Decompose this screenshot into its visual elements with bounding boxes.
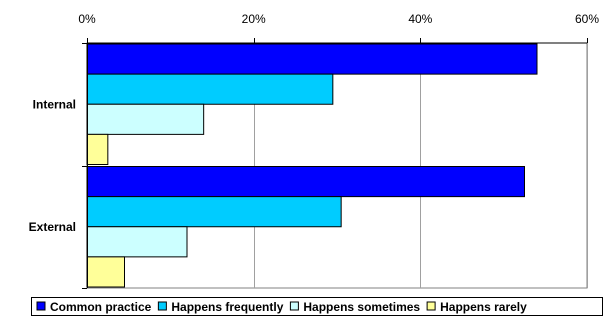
legend: Common practice Happens frequently Happens… <box>31 297 603 316</box>
legend-swatch-happens-sometimes <box>289 301 299 311</box>
legend-label-happens-rarely: Happens rarely <box>440 300 527 314</box>
x-tick-label-3: 60% <box>575 12 599 26</box>
category-labels: Internal External <box>29 97 76 234</box>
bar-external-happens-sometimes <box>86 226 188 258</box>
x-tick-label-1: 20% <box>242 12 266 26</box>
category-label-internal: Internal <box>33 97 76 111</box>
bars <box>86 43 538 288</box>
legend-label-happens-sometimes: Happens sometimes <box>303 300 420 314</box>
legend-label-common-practice: Common practice <box>50 300 152 314</box>
bar-internal-happens-rarely <box>86 133 109 165</box>
legend-swatch-happens-rarely <box>426 301 436 311</box>
category-label-external: External <box>29 220 76 234</box>
legend-label-happens-frequently: Happens frequently <box>171 300 283 314</box>
bar-internal-happens-frequently <box>86 73 334 105</box>
bar-external-happens-frequently <box>86 196 342 228</box>
x-tick-label-2: 40% <box>408 12 432 26</box>
legend-swatch-common-practice <box>36 301 46 311</box>
bar-internal-common-practice <box>86 43 538 75</box>
bar-external-happens-rarely <box>86 256 125 288</box>
bar-external-common-practice <box>86 166 525 198</box>
x-tick-label-0: 0% <box>78 12 96 26</box>
bar-internal-happens-sometimes <box>86 103 205 135</box>
axes <box>82 38 588 289</box>
x-tick-labels: 0% 20% 40% 60% <box>78 12 599 26</box>
legend-swatch-happens-frequently <box>157 301 167 311</box>
legend-box <box>31 297 603 316</box>
